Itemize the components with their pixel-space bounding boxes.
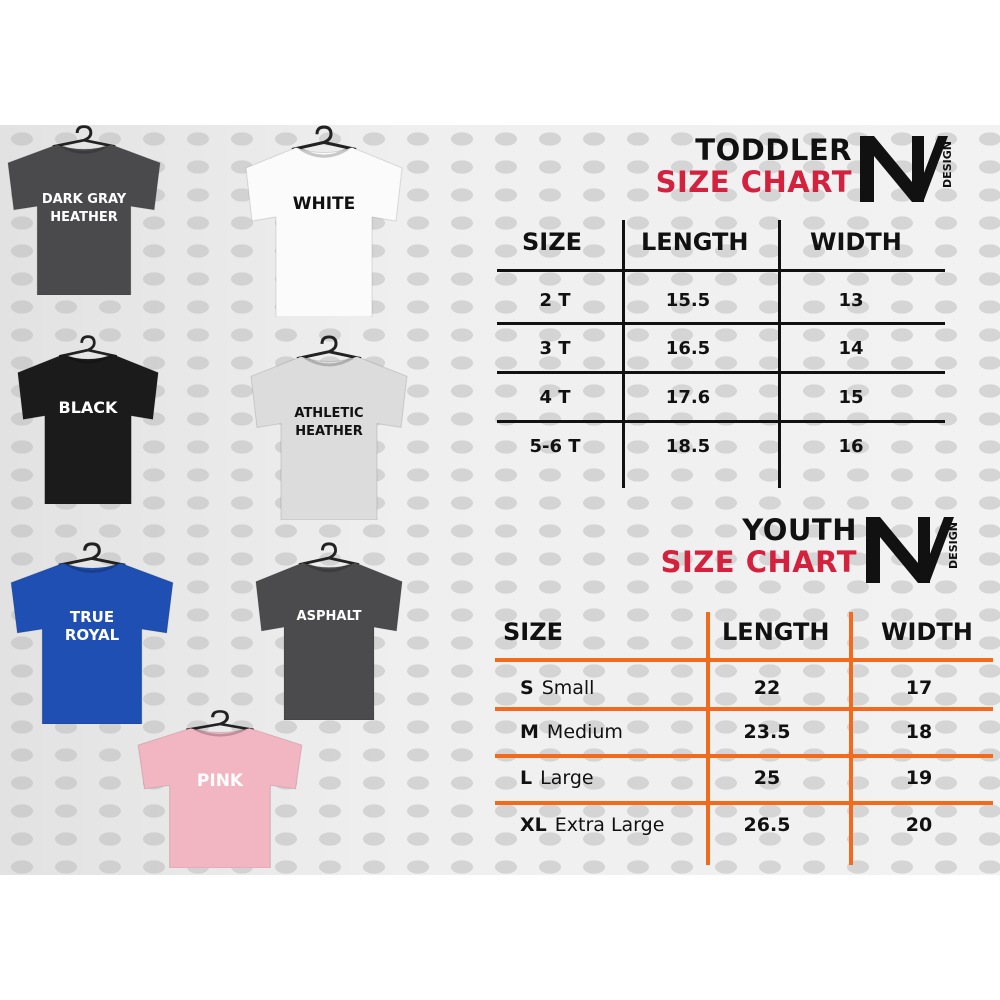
width-cell: 16: [838, 436, 864, 457]
shirt-label: PINK: [196, 771, 244, 791]
size-name: Medium: [546, 721, 623, 743]
nv-design-logo: DESIGN: [862, 515, 966, 585]
shirt-dark-gray-heather: DARK GRAY HEATHER: [6, 123, 162, 295]
column-header-size: SIZE: [503, 618, 564, 646]
size-cell: 4 T: [539, 387, 571, 408]
width-cell: 14: [838, 338, 864, 359]
size-code: L: [520, 767, 533, 789]
shirt-true-royal: TRUE ROYAL: [9, 540, 175, 724]
length-cell: 22: [753, 677, 781, 699]
size-name: Small: [541, 677, 595, 699]
table-divider: [495, 801, 993, 805]
shirt-label: BLACK: [58, 398, 118, 417]
size-code: XL: [520, 814, 547, 836]
table-divider: [497, 371, 945, 374]
width-cell: 20: [905, 814, 933, 836]
width-cell: 15: [838, 387, 864, 408]
size-cell: L Large: [520, 767, 594, 789]
table-divider: [706, 612, 710, 865]
shirt-white: WHITE: [244, 123, 404, 317]
t-shirt-icon: [245, 125, 403, 317]
length-cell: 18.5: [665, 436, 711, 457]
toddler-subtitle: SIZE CHART: [655, 165, 852, 199]
logo-text: DESIGN: [946, 522, 960, 569]
shirt-black: BLACK: [16, 333, 160, 504]
table-divider: [622, 220, 625, 488]
column-header-width: WIDTH: [881, 618, 973, 646]
length-cell: 15.5: [665, 290, 711, 311]
t-shirt-icon: [17, 335, 159, 504]
length-cell: 23.5: [743, 721, 791, 743]
t-shirt-icon: [7, 125, 161, 295]
column-header-size: SIZE: [522, 228, 583, 256]
nv-design-logo: DESIGN: [858, 134, 958, 204]
shirt-label: WHITE: [292, 194, 356, 214]
size-cell: 5-6 T: [529, 436, 581, 457]
length-cell: 16.5: [665, 338, 711, 359]
size-cell: 2 T: [539, 290, 571, 311]
size-cell: M Medium: [520, 721, 623, 743]
table-divider: [495, 658, 993, 662]
size-cell: S Small: [520, 677, 594, 699]
table-divider: [495, 754, 993, 758]
youth-title: YOUTH: [742, 513, 857, 547]
size-name: Large: [540, 767, 594, 789]
width-cell: 18: [905, 721, 933, 743]
size-cell: 3 T: [539, 338, 571, 359]
shirt-pink: PINK: [136, 708, 304, 868]
table-divider: [497, 269, 945, 272]
table-divider: [849, 612, 853, 865]
t-shirt-icon: [10, 542, 174, 724]
length-cell: 26.5: [743, 814, 791, 836]
length-cell: 17.6: [665, 387, 711, 408]
shirt-label: DARK GRAY HEATHER: [41, 192, 127, 225]
size-cell: XL Extra Large: [520, 814, 664, 836]
table-divider: [495, 707, 993, 711]
column-header-length: LENGTH: [722, 618, 830, 646]
column-header-length: LENGTH: [641, 228, 749, 256]
width-cell: 19: [905, 767, 933, 789]
table-divider: [778, 220, 781, 488]
t-shirt-icon: [137, 710, 303, 868]
size-name: Extra Large: [554, 814, 665, 836]
column-header-width: WIDTH: [810, 228, 902, 256]
width-cell: 17: [905, 677, 933, 699]
shirt-label: ATHLETIC HEATHER: [294, 406, 364, 439]
width-cell: 13: [838, 290, 864, 311]
shirt-asphalt: ASPHALT: [254, 540, 404, 720]
t-shirt-icon: [250, 335, 408, 520]
length-cell: 25: [753, 767, 781, 789]
shirt-athletic-heather: ATHLETIC HEATHER: [249, 333, 409, 520]
youth-subtitle: SIZE CHART: [660, 545, 857, 579]
size-code: S: [520, 677, 534, 699]
size-code: M: [520, 721, 539, 743]
table-divider: [497, 322, 945, 325]
t-shirt-icon: [255, 542, 403, 720]
shirt-label: ASPHALT: [296, 609, 362, 624]
logo-text: DESIGN: [940, 141, 954, 188]
shirt-label: TRUE ROYAL: [64, 608, 120, 644]
table-divider: [497, 420, 945, 423]
toddler-title: TODDLER: [695, 133, 852, 167]
